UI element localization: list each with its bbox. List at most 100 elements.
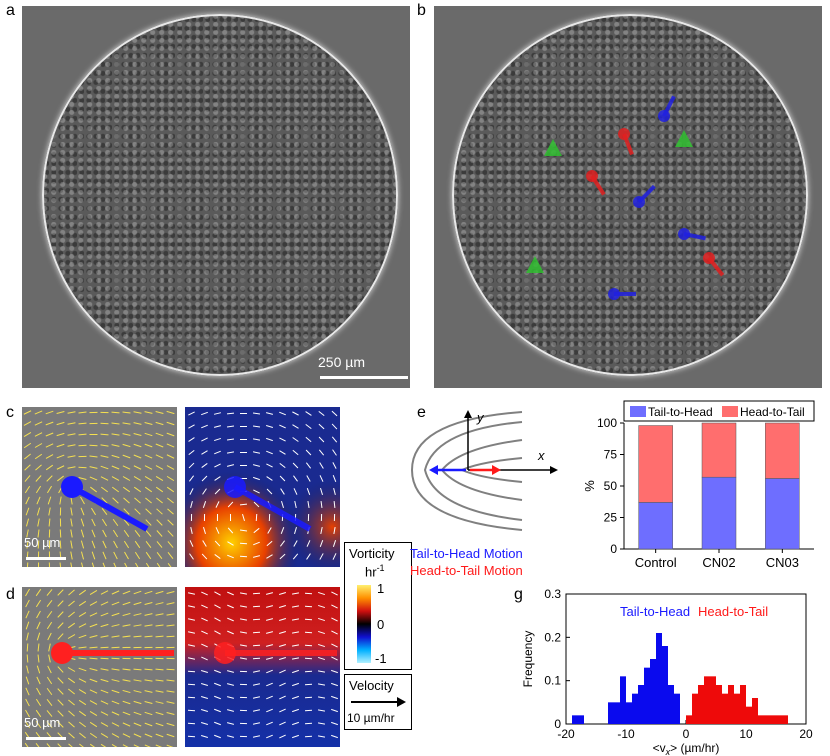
field-segment: [145, 497, 152, 504]
histogram-bar-head-to-tail: [752, 698, 758, 724]
field-segment: [155, 744, 163, 747]
field-segment: [266, 734, 273, 739]
field-segment: [57, 622, 64, 629]
histogram-bar-tail-to-head: [632, 693, 638, 724]
field-segment: [100, 668, 109, 671]
field-segment: [166, 591, 175, 594]
field-segment: [201, 424, 208, 429]
field-segment: [100, 476, 109, 481]
field-segment: [279, 618, 286, 621]
field-segment: [214, 476, 221, 481]
x-axis-arrow-icon: [550, 466, 558, 474]
tail-to-head-motion-label: Tail-to-Head Motion: [410, 546, 523, 561]
field-segment: [35, 599, 42, 608]
x-axis-label: x: [537, 448, 545, 463]
field-segment: [201, 475, 208, 482]
field-segment: [189, 540, 194, 547]
field-segment: [188, 437, 195, 442]
field-segment: [34, 432, 43, 437]
field-segment: [201, 656, 208, 661]
y-axis-arrow-icon: [464, 410, 472, 418]
x-tick-label: CN03: [766, 555, 799, 570]
field-segment: [227, 527, 234, 534]
field-segment: [35, 588, 42, 597]
field-segment: [100, 657, 109, 660]
plus-half-defect-head: [678, 228, 690, 240]
field-segment: [34, 443, 43, 448]
field-segment: [187, 631, 196, 634]
field-segment: [46, 485, 53, 494]
minus-half-defect-icon: [526, 256, 544, 273]
histogram-bar-tail-to-head: [662, 646, 668, 724]
field-segment: [57, 475, 64, 482]
field-segment: [155, 613, 164, 616]
micrograph-a: 250 µm: [22, 6, 410, 388]
field-segment: [304, 683, 313, 686]
field-segment: [155, 635, 164, 638]
field-segment: [101, 508, 108, 515]
cell-colony: [42, 14, 398, 376]
field-segment: [59, 562, 62, 567]
field-segment: [226, 696, 235, 699]
field-segment: [214, 617, 221, 622]
field-segment: [318, 410, 325, 417]
field-segment: [122, 635, 131, 638]
field-segment: [111, 612, 120, 617]
micrograph-c: 50 µm: [22, 407, 177, 567]
field-segment: [291, 618, 300, 621]
field-segment: [134, 497, 141, 504]
field-segment: [36, 676, 41, 685]
field-segment: [331, 591, 338, 596]
field-segment: [144, 635, 153, 638]
field-segment: [266, 669, 273, 674]
field-segment: [226, 412, 235, 415]
field-segment: [252, 438, 261, 441]
field-segment: [166, 421, 175, 426]
field-segment: [100, 743, 107, 747]
field-segment: [122, 689, 131, 694]
field-segment: [281, 501, 284, 508]
field-segment: [155, 454, 164, 459]
field-segment: [332, 462, 337, 469]
field-segment: [144, 700, 153, 705]
field-segment: [266, 540, 273, 547]
histogram-bar-tail-to-head: [668, 685, 674, 724]
field-segment: [89, 710, 98, 717]
field-segment: [318, 643, 325, 648]
field-segment: [45, 410, 54, 415]
schematic-curve-1: [423, 421, 523, 521]
field-segment: [48, 654, 51, 663]
field-segment: [166, 454, 175, 459]
histogram-bar-tail-to-head: [626, 702, 632, 724]
field-segment: [332, 540, 337, 547]
field-segment: [24, 453, 31, 460]
y-tick-label: 0: [610, 542, 617, 556]
field-segment: [111, 411, 120, 414]
field-segment: [68, 699, 75, 706]
field-segment: [91, 529, 96, 538]
field-segment: [239, 618, 248, 621]
field-segment: [292, 695, 299, 700]
bar-head-to-tail: [638, 425, 673, 503]
panel-label-g: g: [514, 586, 523, 603]
field-segment: [122, 601, 131, 606]
field-segment: [265, 605, 274, 608]
field-segment: [239, 503, 248, 506]
field-segment: [34, 453, 43, 460]
field-segment: [123, 497, 130, 504]
field-segment: [102, 529, 107, 538]
field-segment: [156, 530, 163, 537]
field-segment: [37, 518, 40, 527]
field-segment: [266, 463, 273, 468]
field-segment: [332, 553, 337, 560]
field-segment: [144, 465, 153, 470]
field-segment: [25, 676, 30, 685]
field-segment: [280, 488, 285, 495]
field-segment: [24, 475, 31, 482]
field-segment: [135, 562, 139, 567]
field-segment: [70, 507, 73, 516]
panel-label-b: b: [417, 2, 426, 19]
field-segment: [266, 682, 273, 687]
field-segment: [333, 487, 336, 496]
field-segment: [201, 696, 208, 699]
